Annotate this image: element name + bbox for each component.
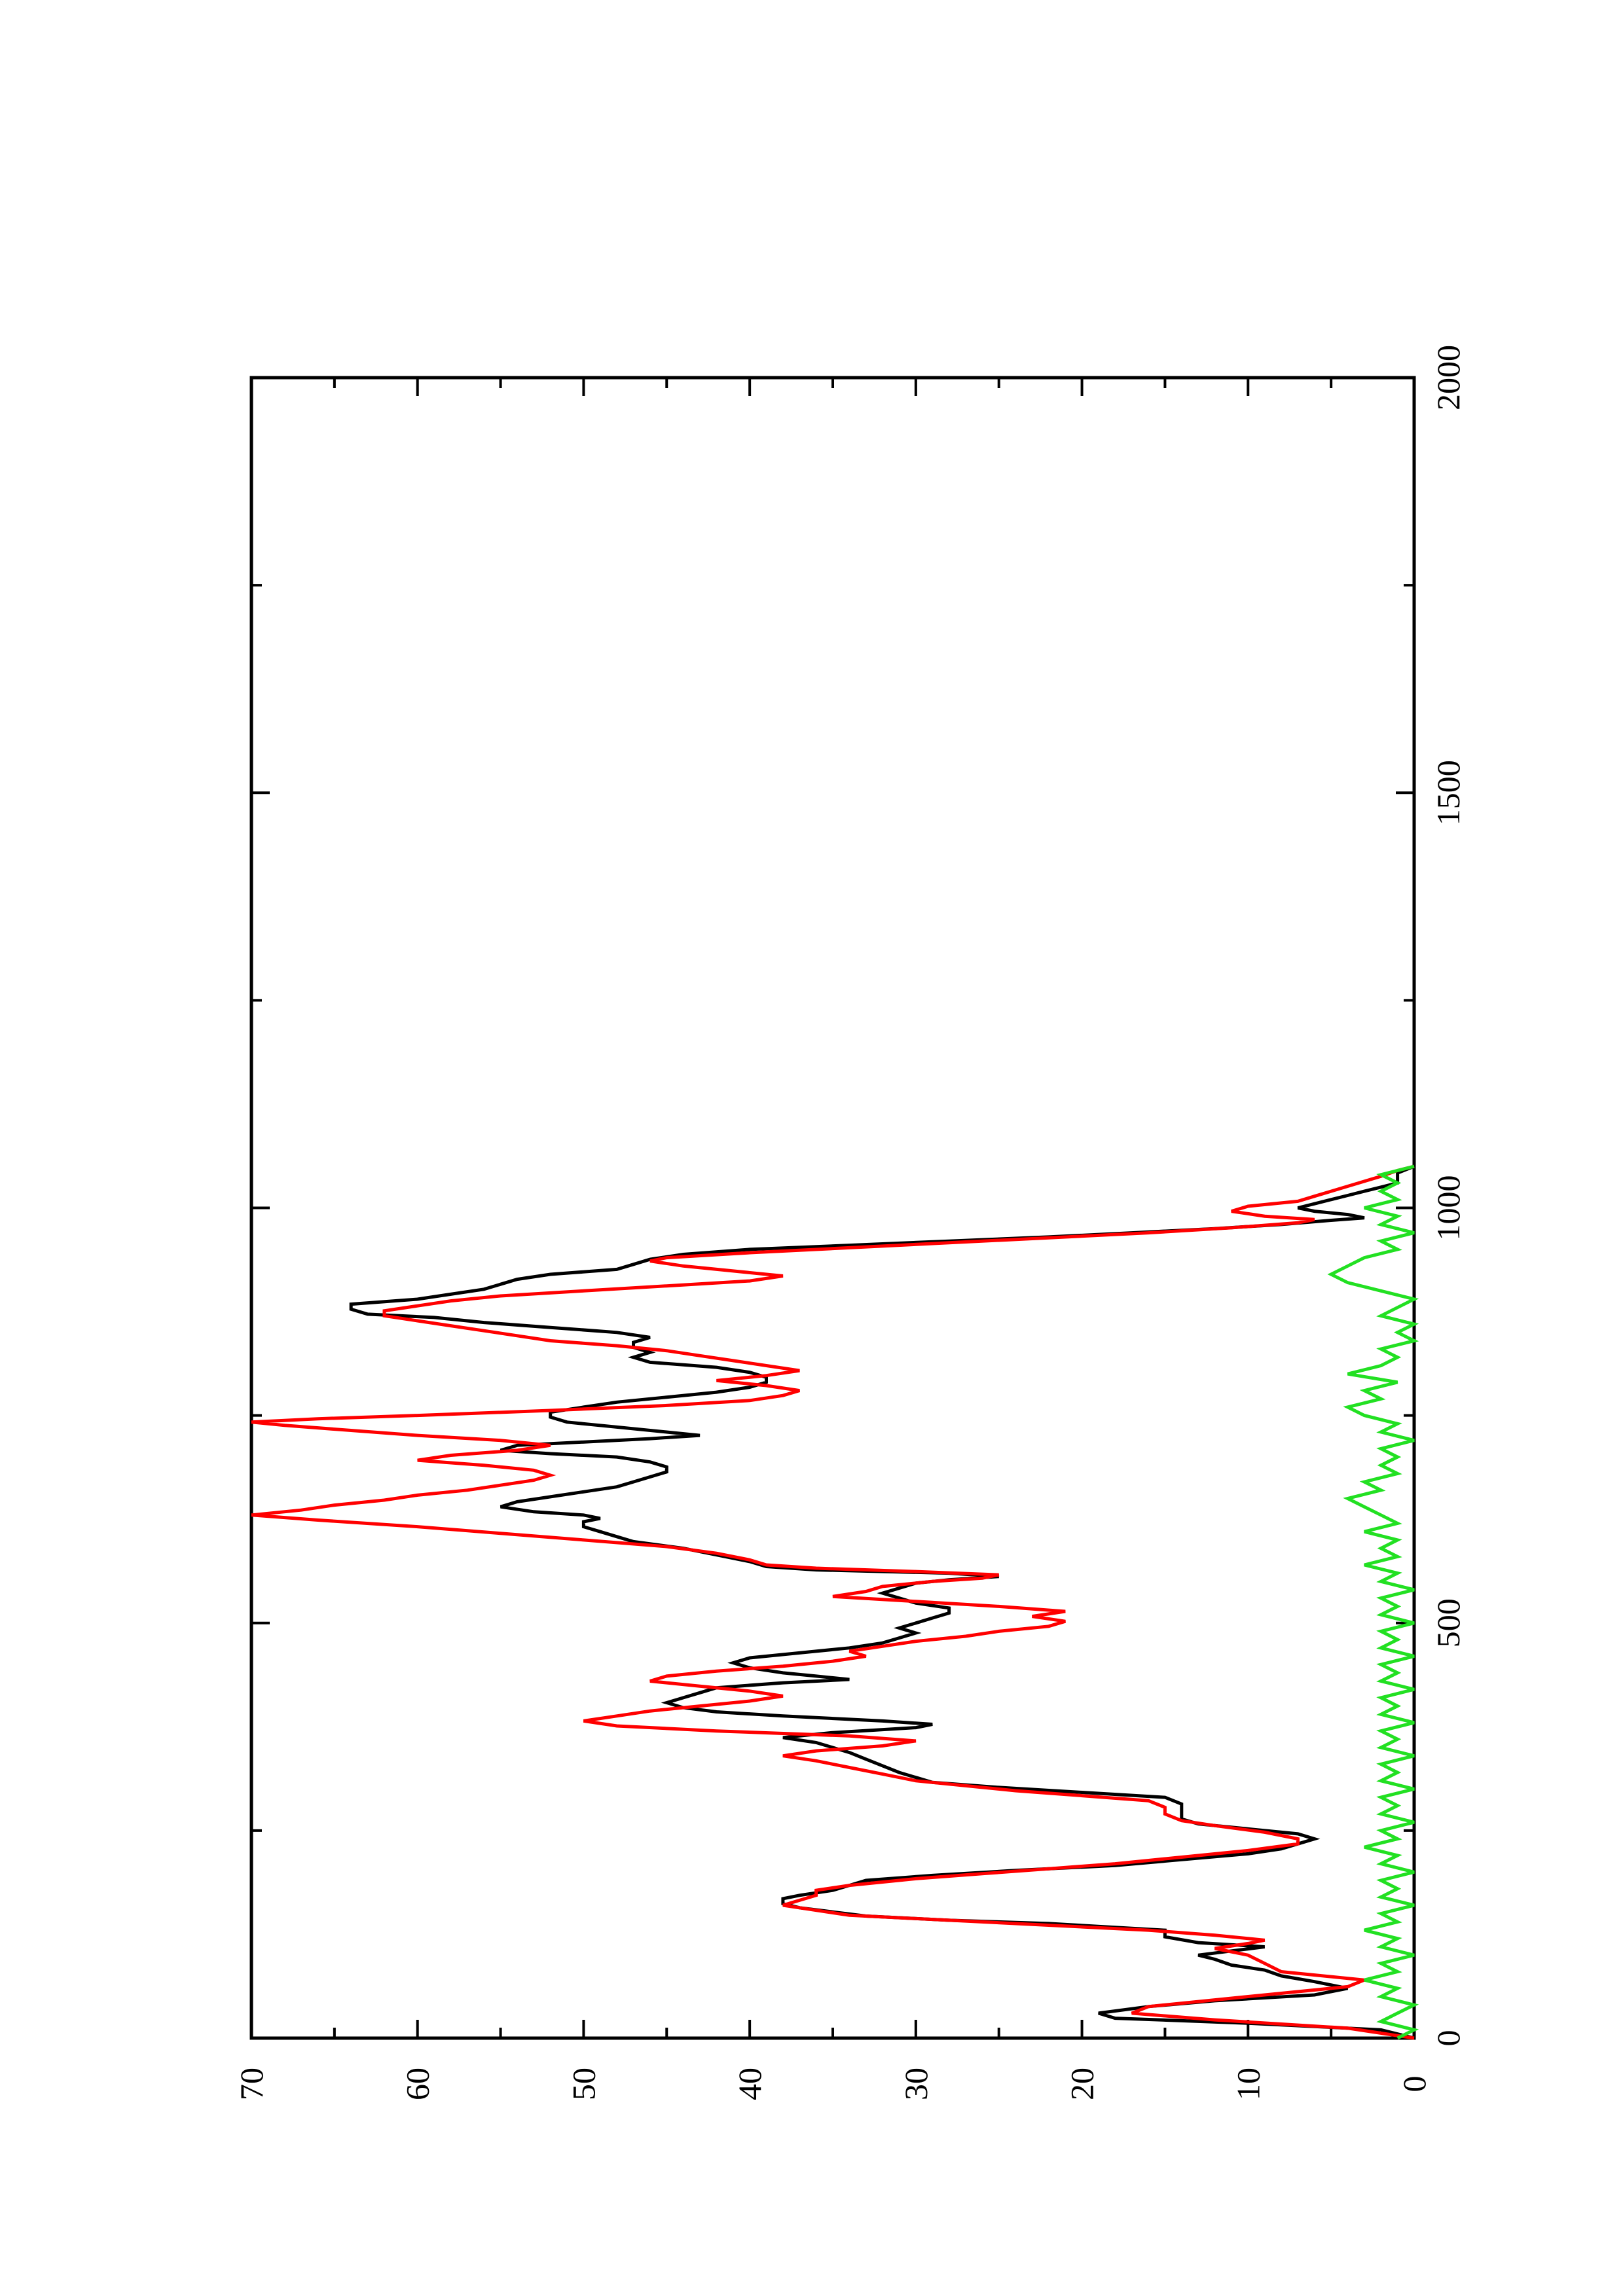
y-tick-label: 0: [1396, 2076, 1432, 2092]
series-line-green: [1327, 1164, 1419, 2040]
axis-tick-labels: 0 500 1000 1500 2000 0 10 20 30 40 50 60 70: [233, 345, 1467, 2100]
y-tick-label: 20: [1064, 2068, 1101, 2100]
x-tick-label: 2000: [1430, 345, 1467, 410]
x-tick-label: 0: [1430, 2030, 1467, 2047]
series-group: [251, 1164, 1419, 2040]
y-tick-label: 50: [565, 2068, 602, 2100]
y-tick-label: 10: [1230, 2068, 1266, 2100]
y-tick-label: 40: [731, 2068, 768, 2100]
series-line-red: [251, 1164, 1415, 2040]
axis-ticks: [250, 376, 1415, 2039]
x-tick-label: 1000: [1430, 1175, 1467, 1241]
x-tick-label: 1500: [1430, 760, 1467, 825]
y-tick-label: 60: [399, 2068, 436, 2100]
y-tick-label: 30: [898, 2068, 934, 2100]
y-tick-label: 70: [233, 2068, 270, 2100]
x-tick-label: 500: [1430, 1598, 1467, 1647]
series-line-black: [349, 1164, 1415, 2040]
